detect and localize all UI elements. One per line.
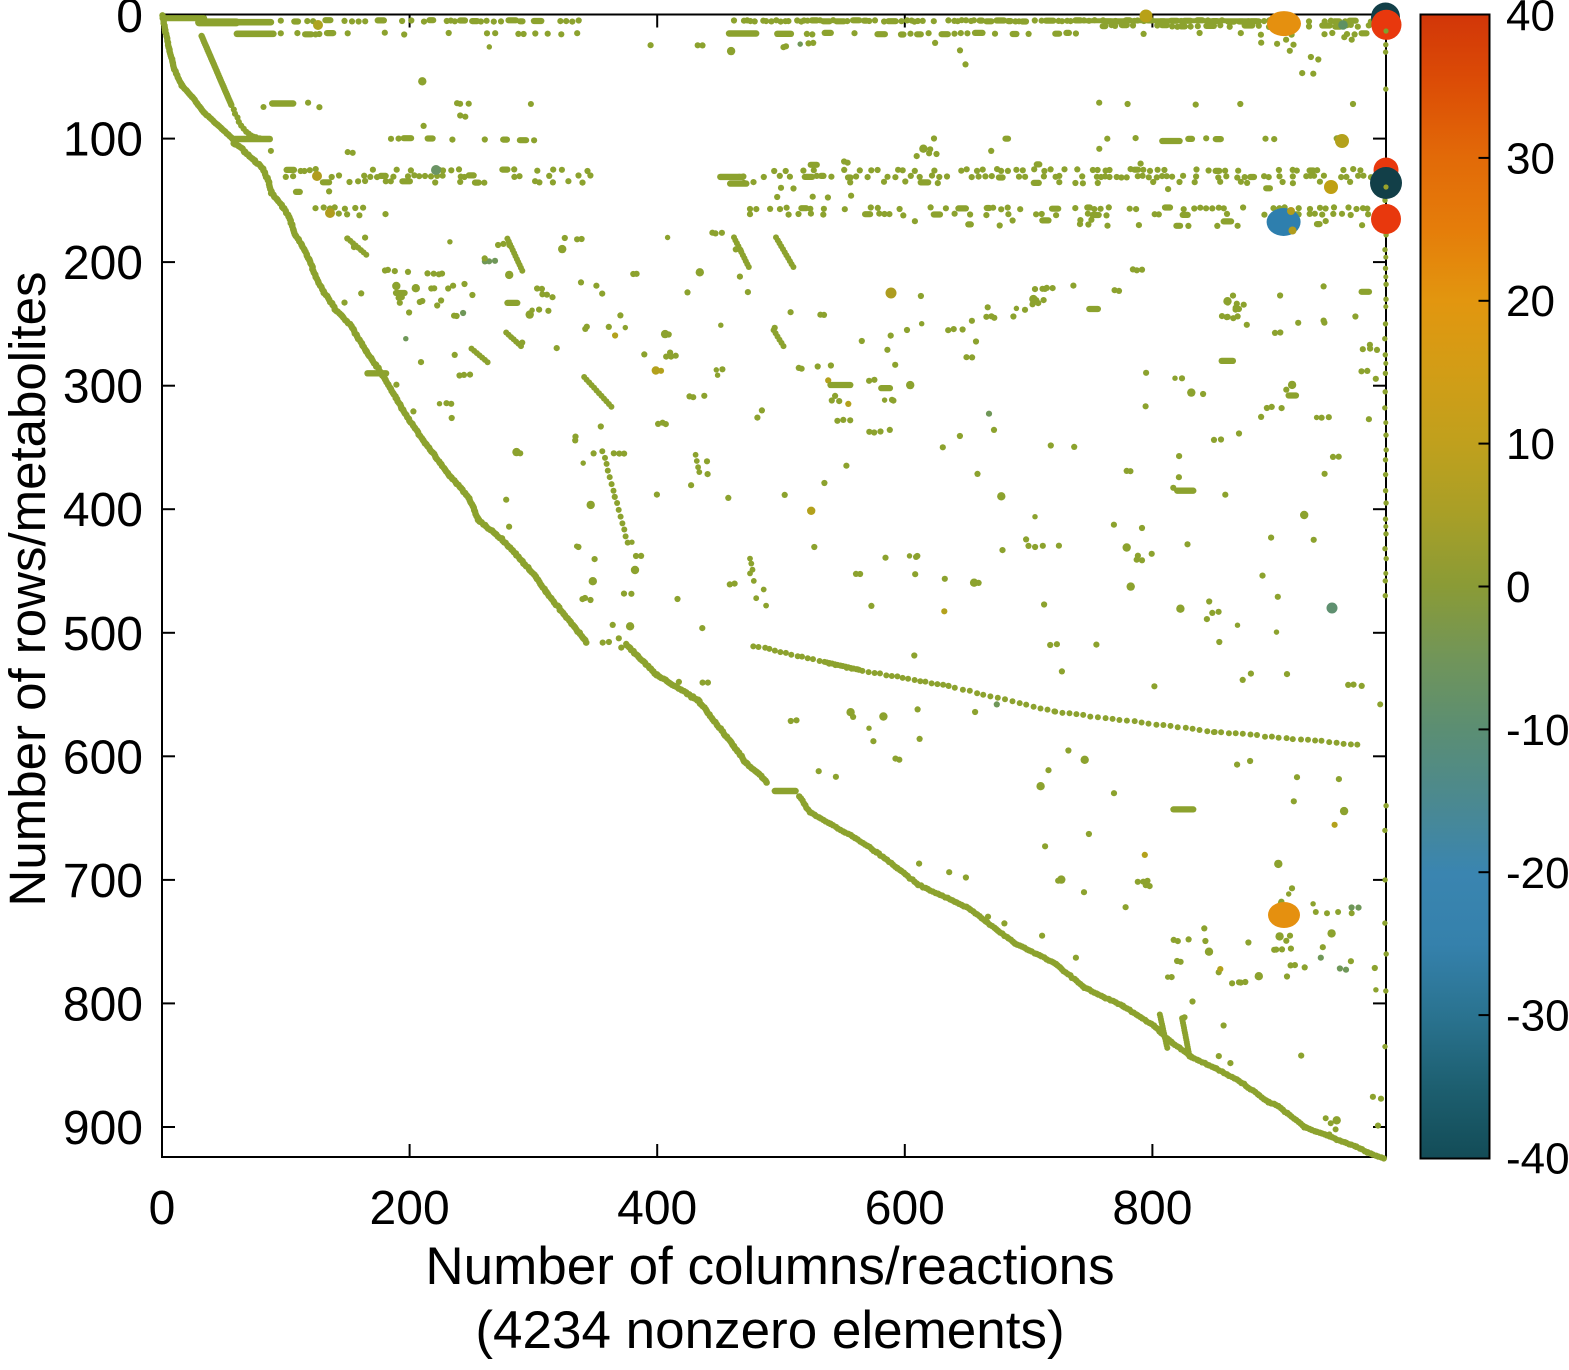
svg-text:700: 700 [63,855,143,908]
svg-text:Number of columns/reactions: Number of columns/reactions [425,1237,1114,1296]
svg-text:40: 40 [1506,0,1555,41]
svg-text:600: 600 [865,1182,945,1235]
svg-text:20: 20 [1506,277,1555,326]
svg-text:800: 800 [1112,1182,1192,1235]
svg-text:300: 300 [63,361,143,414]
svg-text:500: 500 [63,608,143,661]
svg-text:100: 100 [63,114,143,167]
svg-text:400: 400 [63,484,143,537]
svg-text:30: 30 [1506,134,1555,183]
svg-text:600: 600 [63,731,143,784]
svg-text:(4234 nonzero elements): (4234 nonzero elements) [475,1301,1064,1360]
svg-text:900: 900 [63,1102,143,1155]
svg-text:200: 200 [370,1182,450,1235]
svg-text:Number of rows/metabolites: Number of rows/metabolites [0,272,56,907]
svg-text:200: 200 [63,237,143,290]
svg-text:10: 10 [1506,420,1555,469]
svg-text:0: 0 [116,0,143,43]
svg-text:-40: -40 [1506,1135,1569,1184]
svg-text:0: 0 [149,1182,176,1235]
svg-text:-20: -20 [1506,849,1569,898]
svg-text:800: 800 [63,978,143,1031]
svg-text:-30: -30 [1506,992,1569,1041]
svg-text:-10: -10 [1506,706,1569,755]
svg-text:0: 0 [1506,563,1530,612]
svg-text:400: 400 [617,1182,697,1235]
